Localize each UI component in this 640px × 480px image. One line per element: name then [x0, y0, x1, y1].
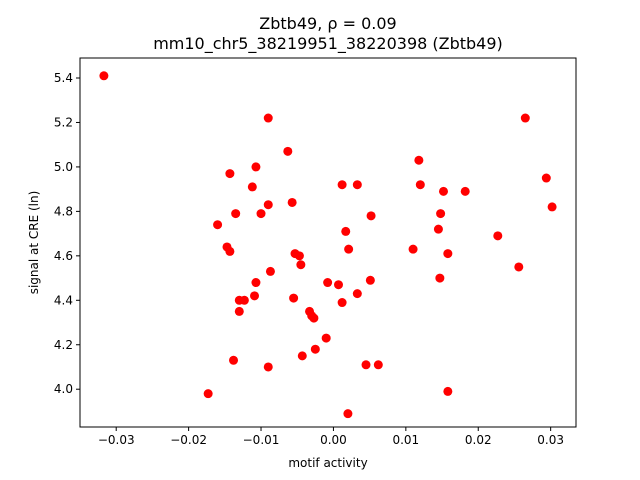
data-point-49: [309, 313, 319, 323]
data-point-23: [341, 226, 351, 236]
data-point-8: [337, 180, 347, 190]
data-point-53: [229, 355, 239, 365]
data-point-4: [414, 155, 424, 165]
data-point-3: [283, 146, 293, 156]
data-point-18: [256, 209, 266, 219]
data-point-44: [234, 295, 244, 305]
x-tick-label: −0.02: [170, 433, 207, 447]
data-point-37: [251, 278, 261, 288]
data-point-16: [547, 202, 557, 212]
data-point-21: [213, 220, 223, 230]
x-tick-label: −0.01: [243, 433, 280, 447]
x-tick-label: 0.03: [537, 433, 564, 447]
data-point-33: [514, 262, 524, 272]
data-point-2: [520, 113, 530, 123]
data-point-12: [438, 186, 448, 196]
data-point-20: [366, 211, 376, 221]
data-point-58: [443, 386, 453, 396]
data-point-46: [234, 306, 244, 316]
y-tick-label: 5.0: [54, 160, 73, 174]
data-point-57: [203, 389, 213, 399]
y-axis-label: signal at CRE (ln): [27, 191, 41, 295]
data-point-26: [344, 244, 354, 254]
data-point-5: [251, 162, 261, 172]
y-tick-label: 4.6: [54, 249, 73, 263]
y-tick-label: 4.2: [54, 338, 73, 352]
data-point-32: [296, 260, 306, 270]
x-axis-label: motif activity: [288, 456, 367, 470]
x-axis-ticks: −0.03 −0.02 −0.01 0.00 0.01 0.02 0.03: [98, 427, 564, 447]
data-point-41: [250, 291, 260, 301]
data-point-52: [297, 351, 307, 361]
data-point-36: [365, 275, 375, 285]
x-tick-label: 0.01: [392, 433, 419, 447]
data-point-38: [323, 278, 333, 288]
data-point-39: [334, 280, 343, 290]
plot-frame: [79, 57, 577, 428]
data-point-40: [352, 289, 362, 299]
data-point-56: [263, 362, 273, 372]
data-point-11: [247, 182, 257, 192]
data-point-28: [225, 246, 235, 256]
y-tick-label: 4.8: [54, 204, 73, 218]
y-axis-ticks: 4.0 4.2 4.4 4.6 4.8 5.0 5.2 5.4: [54, 71, 80, 396]
y-tick-label: 5.2: [54, 115, 73, 129]
data-point-7: [541, 173, 551, 183]
data-point-29: [443, 249, 453, 259]
x-tick-label: 0.00: [320, 433, 347, 447]
data-point-13: [460, 186, 470, 196]
chart-title-line-2: mm10_chr5_38219951_38220398 (Zbtb49): [153, 34, 503, 54]
data-point-59: [343, 409, 353, 419]
data-point-6: [225, 169, 235, 179]
y-tick-label: 4.4: [54, 293, 73, 307]
data-point-9: [352, 180, 362, 190]
data-point-45: [337, 298, 347, 308]
data-point-42: [289, 293, 299, 303]
data-point-50: [321, 333, 331, 343]
data-point-22: [433, 224, 443, 234]
data-point-14: [287, 197, 297, 207]
data-points: [99, 71, 557, 419]
data-point-34: [265, 266, 275, 276]
data-point-55: [373, 360, 383, 370]
data-point-35: [435, 273, 445, 283]
data-point-10: [415, 180, 425, 190]
data-point-1: [263, 113, 273, 123]
data-point-15: [263, 200, 273, 210]
data-point-27: [408, 244, 418, 254]
data-point-17: [231, 209, 241, 219]
data-point-24: [493, 231, 503, 241]
data-point-54: [361, 360, 371, 370]
data-point-51: [310, 344, 320, 354]
data-point-0: [99, 71, 109, 81]
data-point-19: [436, 209, 446, 219]
x-tick-label: −0.03: [98, 433, 135, 447]
data-point-31: [294, 251, 304, 261]
x-tick-label: 0.02: [465, 433, 492, 447]
y-tick-label: 5.4: [54, 71, 73, 85]
y-tick-label: 4.0: [54, 382, 73, 396]
chart-title-line-1: Zbtb49, ρ = 0.09: [259, 14, 396, 33]
